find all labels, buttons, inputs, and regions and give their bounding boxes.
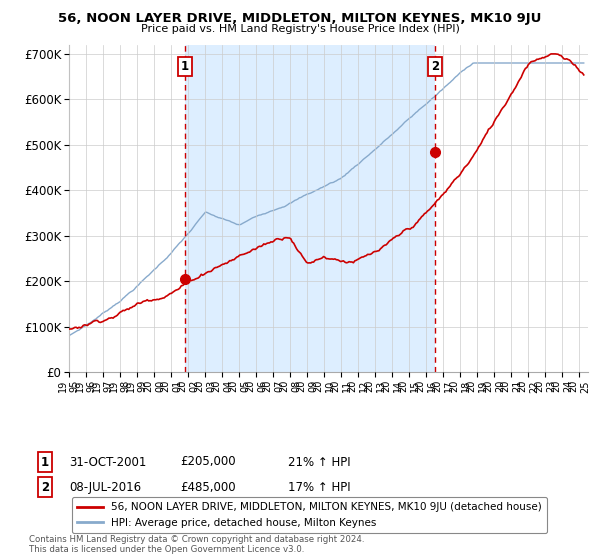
Text: 17% ↑ HPI: 17% ↑ HPI [288, 480, 350, 494]
Text: 08-JUL-2016: 08-JUL-2016 [69, 480, 141, 494]
Text: Contains HM Land Registry data © Crown copyright and database right 2024.
This d: Contains HM Land Registry data © Crown c… [29, 535, 364, 554]
Text: 56, NOON LAYER DRIVE, MIDDLETON, MILTON KEYNES, MK10 9JU: 56, NOON LAYER DRIVE, MIDDLETON, MILTON … [58, 12, 542, 25]
Bar [185, 45, 435, 372]
Text: 21% ↑ HPI: 21% ↑ HPI [288, 455, 350, 469]
Text: 31-OCT-2001: 31-OCT-2001 [69, 455, 146, 469]
Text: Price paid vs. HM Land Registry's House Price Index (HPI): Price paid vs. HM Land Registry's House … [140, 24, 460, 34]
Text: 2: 2 [431, 59, 439, 73]
Text: 1: 1 [181, 59, 189, 73]
Text: 2: 2 [41, 480, 49, 494]
Text: £205,000: £205,000 [180, 455, 236, 469]
Text: £485,000: £485,000 [180, 480, 236, 494]
Text: 1: 1 [41, 455, 49, 469]
Legend: 56, NOON LAYER DRIVE, MIDDLETON, MILTON KEYNES, MK10 9JU (detached house), HPI: : 56, NOON LAYER DRIVE, MIDDLETON, MILTON … [71, 497, 547, 533]
